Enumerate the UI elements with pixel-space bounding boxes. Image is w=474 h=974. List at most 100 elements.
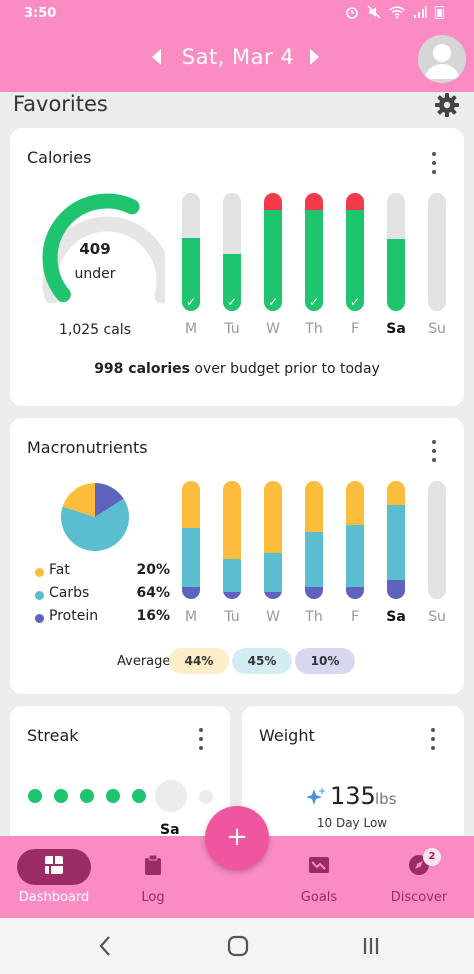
- macros-card[interactable]: Macronutrients Fat 20% Carbs 64% Protein 16% …: [10, 418, 464, 694]
- alarm-icon: [346, 7, 358, 19]
- gear-icon[interactable]: [434, 92, 460, 118]
- legend-dot: [35, 614, 44, 623]
- home-icon[interactable]: [224, 932, 252, 960]
- weight-card[interactable]: Weight 135 lbs 10 Day Low: [242, 706, 464, 846]
- goals-icon: [309, 857, 329, 873]
- streak-menu-button[interactable]: [196, 728, 206, 750]
- pie-slice-protein: [95, 483, 124, 517]
- legend-name: Carbs: [49, 585, 90, 601]
- check-icon: ✓: [226, 295, 238, 309]
- macro-bar-fat: [387, 481, 405, 505]
- recent-apps-icon[interactable]: [357, 932, 385, 960]
- calories-card[interactable]: Calories 409 under 1,025 cals ✓ M ✓ Tu ✓ W ✓ Th…: [10, 128, 464, 406]
- macro-bar: [264, 481, 282, 599]
- calorie-bar: ✓: [346, 193, 364, 311]
- macro-bar-fat: [223, 481, 241, 559]
- streak-dot-done: [106, 789, 120, 803]
- calorie-bar-fill: [182, 237, 200, 311]
- macro-day-label: Su: [428, 609, 446, 625]
- nav-label-goals: Goals: [300, 890, 338, 905]
- calories-title: Calories: [27, 148, 92, 167]
- legend-percent: 16%: [136, 608, 170, 624]
- weight-value: 135: [330, 782, 376, 810]
- prev-day-icon[interactable]: [150, 48, 162, 66]
- favorites-title: Favorites: [13, 92, 108, 116]
- macros-menu-button[interactable]: [429, 440, 439, 462]
- streak-today-dot: [155, 780, 187, 812]
- weight-unit: lbs: [375, 790, 397, 808]
- calorie-day-label: F: [350, 321, 360, 337]
- budget-amount: 998 calories: [94, 361, 190, 377]
- macro-bar-protein: [305, 587, 323, 599]
- gauge-label: under: [74, 266, 116, 282]
- avatar[interactable]: [418, 35, 466, 83]
- legend-percent: 64%: [136, 585, 170, 601]
- macro-bar-protein: [223, 591, 241, 599]
- add-entry-button[interactable]: +: [205, 806, 269, 870]
- legend-row-carbs: Carbs 64%: [35, 585, 170, 605]
- legend-dot: [35, 568, 44, 577]
- weight-menu-button[interactable]: [428, 728, 438, 750]
- check-icon: ✓: [267, 295, 279, 309]
- calorie-day-label: W: [266, 321, 280, 337]
- average-label: Average: [117, 654, 171, 669]
- nav-label-log: Log: [141, 890, 165, 905]
- streak-card[interactable]: Streak Sa: [10, 706, 230, 846]
- nav-item-goals[interactable]: Goals: [289, 836, 349, 918]
- calorie-bar-over: [305, 193, 323, 210]
- calories-menu-button[interactable]: [429, 152, 439, 174]
- macro-bar: [223, 481, 241, 599]
- nav-item-discover[interactable]: 2 Discover: [388, 836, 450, 918]
- macro-bar-protein: [182, 587, 200, 599]
- calorie-day-label: Sa: [386, 321, 406, 337]
- legend-percent: 20%: [136, 562, 170, 578]
- gauge-value: 409: [79, 240, 111, 258]
- weight-subtitle: 10 Day Low: [316, 816, 388, 830]
- macro-bar: [428, 481, 446, 599]
- macro-bar-fat: [305, 481, 323, 532]
- calorie-bar-over: [346, 193, 364, 210]
- back-icon[interactable]: [92, 932, 120, 960]
- macro-bar-protein: [387, 580, 405, 599]
- current-date[interactable]: Sat, Mar 4: [181, 45, 295, 69]
- calorie-bar-fill: [223, 254, 241, 311]
- macro-bar: [346, 481, 364, 599]
- macro-bar-fat: [264, 481, 282, 553]
- streak-dot-done: [80, 789, 94, 803]
- streak-dot-done: [28, 789, 42, 803]
- system-nav-bar: [0, 918, 474, 974]
- next-day-icon[interactable]: [309, 48, 321, 66]
- macro-bar: [182, 481, 200, 599]
- macro-bar-fat: [182, 481, 200, 529]
- user-icon: [425, 44, 459, 79]
- calorie-bar: ✓: [182, 193, 200, 311]
- streak-dot-done: [132, 789, 146, 803]
- macro-day-label: Sa: [386, 609, 406, 625]
- nav-label-discover: Discover: [390, 890, 448, 905]
- macro-bar-carbs: [346, 524, 364, 588]
- nav-item-log[interactable]: Log: [123, 836, 183, 918]
- calorie-day-label: Su: [428, 321, 446, 337]
- macro-bar-carbs: [387, 504, 405, 581]
- pie-slice-fat: [62, 483, 95, 517]
- nav-item-dashboard[interactable]: Dashboard: [17, 836, 91, 918]
- calorie-bar: ✓: [264, 193, 282, 311]
- calorie-bar: [387, 193, 405, 311]
- check-icon: ✓: [308, 295, 320, 309]
- calorie-bar-over: [264, 193, 282, 210]
- macro-bar-carbs: [264, 552, 282, 592]
- legend-row-fat: Fat 20%: [35, 562, 170, 582]
- calorie-bar-fill: [305, 209, 323, 311]
- macro-day-label: M: [184, 609, 198, 625]
- macro-day-label: F: [350, 609, 360, 625]
- calorie-day-label: Tu: [224, 321, 240, 337]
- calories-total: 1,025 cals: [59, 322, 131, 338]
- discover-badge: 2: [423, 848, 441, 866]
- status-bar: 3:50: [0, 0, 474, 28]
- streak-title: Streak: [27, 726, 79, 745]
- calorie-bar-fill: [387, 239, 405, 311]
- average-pill: 44%: [169, 648, 229, 674]
- budget-text: over budget prior to today: [189, 361, 380, 377]
- macro-bar-protein: [264, 591, 282, 599]
- dashboard-icon: [45, 856, 63, 874]
